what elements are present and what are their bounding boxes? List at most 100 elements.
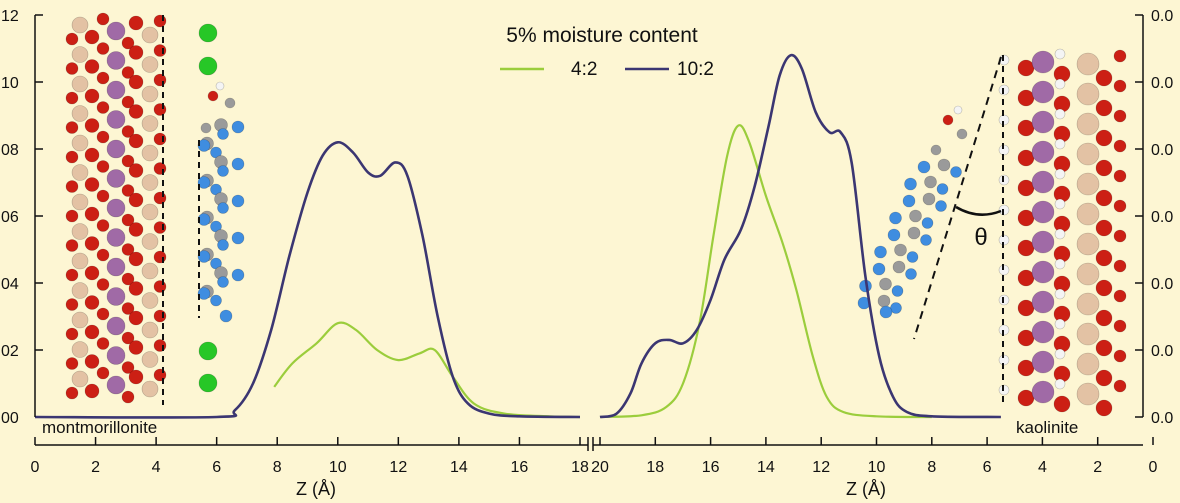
oxygen-atom xyxy=(1017,179,1035,197)
oxygen-atom xyxy=(1113,199,1127,213)
oxygen-atom xyxy=(1095,279,1113,297)
x-tick-label: 12 xyxy=(389,459,407,476)
oxygen-atom xyxy=(128,133,144,149)
aluminium-atom xyxy=(1031,290,1055,314)
oxygen-atom xyxy=(1095,189,1113,207)
oxygen-atom xyxy=(121,390,135,404)
oxygen-atom xyxy=(942,114,954,126)
silicon-atom xyxy=(71,16,89,34)
oxygen-atom xyxy=(65,180,79,193)
fluorine-atom xyxy=(217,128,229,140)
oxygen-atom xyxy=(96,160,110,173)
oxygen-atom xyxy=(121,213,135,227)
right-y-tick-label: 0.0 xyxy=(1151,142,1173,159)
oxygen-atom xyxy=(153,103,167,116)
hydrogen-atom xyxy=(1054,378,1066,390)
silicon-atom xyxy=(141,321,159,339)
left-y-ticks: 12 10 08 06 04 02 00 xyxy=(1,8,43,427)
oxygen-atom xyxy=(65,32,79,46)
oxygen-atom xyxy=(1095,129,1113,147)
oxygen-atom xyxy=(84,29,100,45)
legend-label-4-2: 4:2 xyxy=(571,59,597,80)
right-y-tick-label: 0.0 xyxy=(1151,343,1173,360)
x-tick-label: 4 xyxy=(152,459,161,476)
oxygen-atom xyxy=(84,265,100,281)
silicon-atom xyxy=(1076,52,1100,76)
oxygen-atom xyxy=(1017,209,1035,227)
montmorillonite-label: montmorillonite xyxy=(42,418,157,437)
x-tick-label: 18 xyxy=(646,459,664,476)
oxygen-atom xyxy=(65,327,79,341)
x-tick-label: 10 xyxy=(329,459,347,476)
oxygen-atom xyxy=(153,191,167,205)
oxygen-atom xyxy=(1017,299,1035,317)
aluminium-atom xyxy=(106,287,126,306)
x-tick-label: 0 xyxy=(1149,459,1158,476)
left-y-tick-label: 10 xyxy=(1,75,19,92)
oxygen-atom xyxy=(128,369,144,385)
fluorine-atom xyxy=(217,276,229,288)
oxygen-atom xyxy=(121,331,135,345)
silicon-atom xyxy=(1076,232,1100,256)
aluminium-atom xyxy=(106,169,126,188)
oxygen-atom xyxy=(121,95,135,109)
carbon-atom xyxy=(930,144,942,156)
aluminium-atom xyxy=(106,80,126,100)
right-y-ticks: 0.0 0.0 0.0 0.0 0.0 0.0 0.0 xyxy=(1135,8,1173,427)
silicon-atom xyxy=(141,115,159,132)
x-tick-label: 18 xyxy=(571,459,589,476)
silicon-atom xyxy=(71,282,89,299)
oxygen-atom xyxy=(121,302,135,315)
fluorine-atom xyxy=(935,200,947,212)
oxygen-atom xyxy=(1113,319,1127,333)
oxygen-atom xyxy=(65,298,79,311)
oxygen-atom xyxy=(84,295,100,310)
aluminium-atom xyxy=(1031,380,1055,404)
silicon-atom xyxy=(141,203,159,221)
aluminium-atom xyxy=(1031,350,1055,374)
oxygen-atom xyxy=(84,118,100,133)
fluorine-atom xyxy=(872,262,886,276)
oxygen-atom xyxy=(1017,389,1035,407)
oxygen-atom xyxy=(84,383,100,399)
x-tick-label: 10 xyxy=(868,459,886,476)
aluminium-atom xyxy=(1031,80,1055,104)
theta-label: θ xyxy=(974,224,987,251)
oxygen-atom xyxy=(121,66,135,79)
legend-title: 5% moisture content xyxy=(506,24,698,47)
oxygen-atom xyxy=(65,268,79,282)
silicon-atom xyxy=(1076,382,1100,406)
silicon-atom xyxy=(71,75,89,93)
kaolinite-slab xyxy=(998,48,1127,417)
carbon-atom xyxy=(937,158,951,172)
oxygen-atom xyxy=(1113,139,1127,153)
oxygen-atom xyxy=(96,71,110,85)
oxygen-atom xyxy=(128,74,144,90)
oxygen-atom xyxy=(96,101,110,114)
hydrogen-atom xyxy=(1054,168,1066,180)
hydrogen-atom xyxy=(1054,78,1066,90)
silicon-atom xyxy=(1076,82,1100,106)
oxygen-atom xyxy=(1113,289,1127,303)
silicon-atom xyxy=(71,252,89,270)
silicon-atom xyxy=(71,193,89,211)
oxygen-atom xyxy=(121,361,135,374)
carbon-atom xyxy=(877,294,891,308)
left-y-tick-label: 04 xyxy=(1,276,19,293)
oxygen-atom xyxy=(121,154,135,168)
left-y-tick-label: 08 xyxy=(1,142,19,159)
right-y-tick-label: 0.0 xyxy=(1151,75,1173,92)
right-y-tick-label: 0.0 xyxy=(1151,276,1173,293)
fluorine-atom xyxy=(890,302,902,314)
hydrogen-atom xyxy=(1054,348,1066,360)
x-tick-label: 16 xyxy=(511,459,529,476)
montmorillonite-x-axis-label: Z (Å) xyxy=(296,479,336,499)
legend-label-10-2: 10:2 xyxy=(677,59,714,80)
oxygen-atom xyxy=(1113,379,1127,393)
oxygen-atom xyxy=(65,209,79,223)
aluminium-atom xyxy=(106,21,126,41)
silicon-atom xyxy=(71,164,89,181)
oxygen-atom xyxy=(1095,219,1113,237)
silicon-atom xyxy=(71,223,89,240)
hydrogen-atom xyxy=(1054,108,1066,120)
